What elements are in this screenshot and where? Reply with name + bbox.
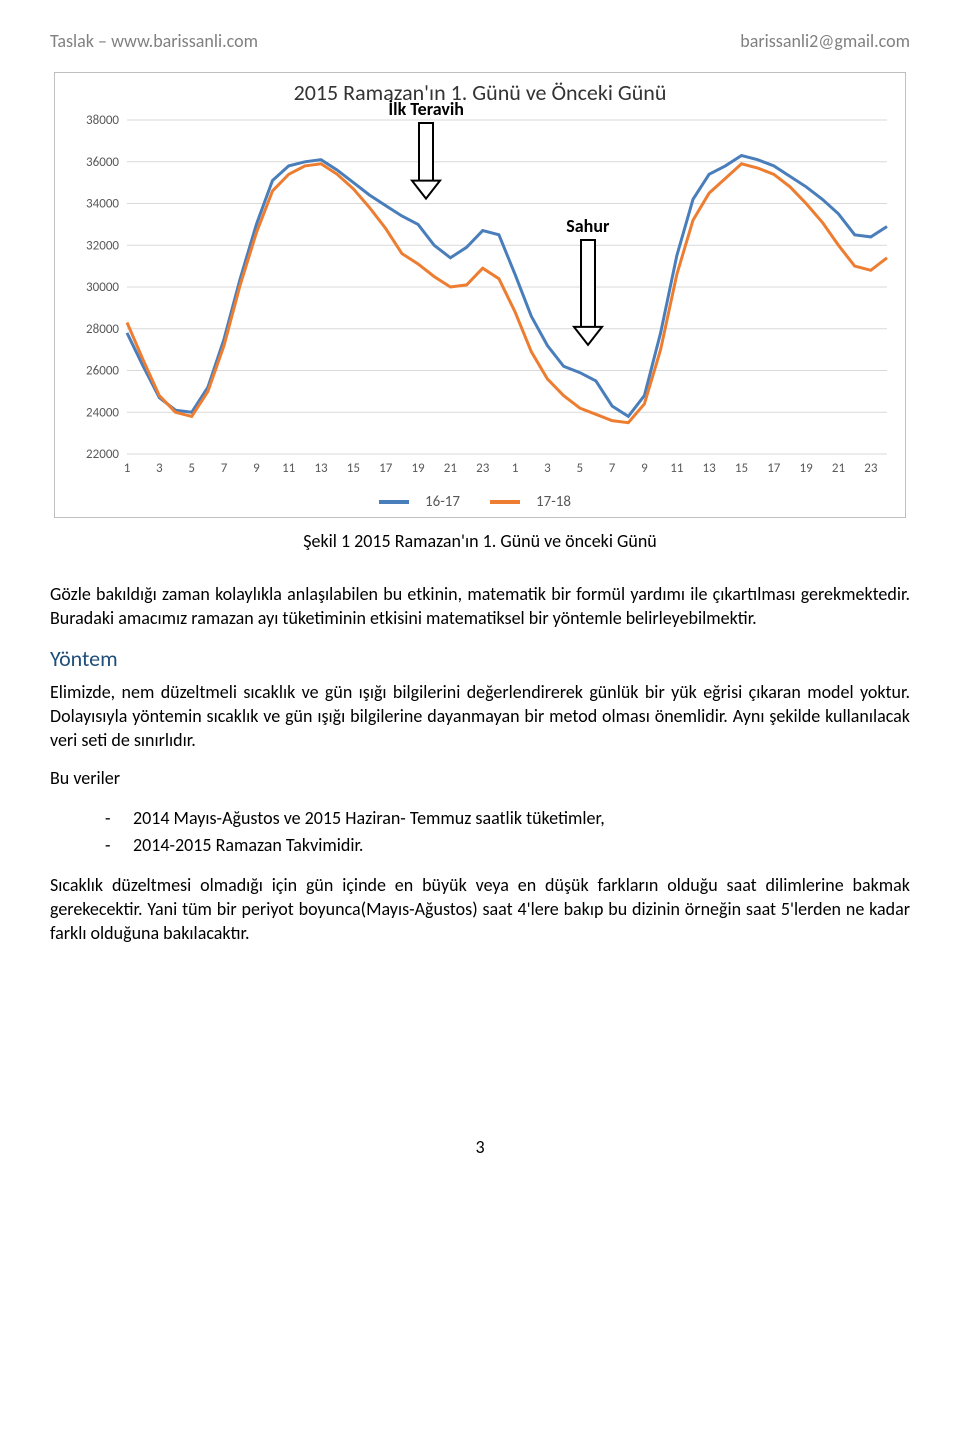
header-left: Taslak – www.barissanli.com xyxy=(50,30,258,52)
paragraph-approach: Sıcaklık düzeltmesi olmadığı için gün iç… xyxy=(50,873,910,946)
annotation-label: Sahur xyxy=(538,215,638,237)
legend-swatch xyxy=(379,500,409,504)
paragraph-method: Elimizde, nem düzeltmeli sıcaklık ve gün… xyxy=(50,680,910,753)
x-tick-label: 13 xyxy=(314,461,328,476)
list-item: 2014-2015 Ramazan Takvimidir. xyxy=(105,832,910,859)
legend-swatch xyxy=(490,500,520,504)
header-right: barissanli2@gmail.com xyxy=(740,30,910,52)
y-tick-label: 36000 xyxy=(86,155,119,170)
legend-label: 16-17 xyxy=(425,493,460,511)
annotation-label: İlk Teravih xyxy=(376,98,476,120)
x-tick-label: 9 xyxy=(641,461,648,476)
y-tick-label: 28000 xyxy=(86,322,119,337)
x-tick-label: 7 xyxy=(609,461,616,476)
chart-title: 2015 Ramazan'ın 1. Günü ve Önceki Günü xyxy=(61,79,899,106)
page-number: 3 xyxy=(50,1136,910,1158)
x-tick-label: 19 xyxy=(411,461,425,476)
doc-header: Taslak – www.barissanli.com barissanli2@… xyxy=(50,30,910,52)
x-tick-label: 23 xyxy=(476,461,490,476)
y-tick-label: 24000 xyxy=(86,405,119,420)
x-tick-label: 3 xyxy=(156,461,163,476)
line-chart: 22000 24000 26000 28000 30000 32000 34000 36000… xyxy=(61,112,899,487)
paragraph-data-intro: Bu veriler xyxy=(50,766,910,790)
legend-item: 16-17 xyxy=(379,493,470,511)
x-tick-label: 7 xyxy=(221,461,228,476)
x-tick-label: 23 xyxy=(864,461,878,476)
x-tick-label: 15 xyxy=(347,461,360,476)
y-tick-label: 22000 xyxy=(86,447,119,462)
body-text: Gözle bakıldığı zaman kolaylıkla anlaşıl… xyxy=(50,582,910,946)
chart-annotation: Sahur xyxy=(538,215,638,349)
list-item: 2014 Mayıs-Ağustos ve 2015 Haziran- Temm… xyxy=(105,805,910,832)
y-tick-label: 34000 xyxy=(86,197,119,212)
y-tick-label: 38000 xyxy=(86,113,119,128)
x-tick-label: 15 xyxy=(735,461,748,476)
x-tick-label: 13 xyxy=(703,461,717,476)
series-line xyxy=(127,164,887,423)
x-tick-label: 9 xyxy=(253,461,260,476)
y-tick-label: 26000 xyxy=(86,364,119,379)
legend-label: 17-18 xyxy=(536,493,571,511)
y-tick-label: 32000 xyxy=(86,238,119,253)
chart-legend: 16-17 17-18 xyxy=(61,491,899,511)
x-tick-label: 1 xyxy=(512,461,519,476)
x-tick-label: 21 xyxy=(832,461,845,476)
x-tick-label: 1 xyxy=(124,461,131,476)
arrow-down-icon xyxy=(406,121,446,203)
x-tick-label: 11 xyxy=(670,461,683,476)
x-tick-label: 5 xyxy=(188,461,195,476)
legend-item: 17-18 xyxy=(490,493,581,511)
x-tick-label: 17 xyxy=(379,461,393,476)
chart-svg: 22000 24000 26000 28000 30000 32000 34000 36000… xyxy=(61,112,899,482)
x-tick-label: 21 xyxy=(444,461,457,476)
y-tick-label: 30000 xyxy=(86,280,119,295)
figure-caption: Şekil 1 2015 Ramazan'ın 1. Günü ve öncek… xyxy=(50,530,910,552)
x-tick-label: 3 xyxy=(544,461,551,476)
arrow-down-icon xyxy=(568,238,608,349)
x-tick-label: 11 xyxy=(282,461,295,476)
paragraph-intro: Gözle bakıldığı zaman kolaylıkla anlaşıl… xyxy=(50,582,910,631)
chart-annotation: İlk Teravih xyxy=(376,98,476,203)
x-tick-label: 19 xyxy=(800,461,814,476)
x-tick-label: 5 xyxy=(576,461,583,476)
section-heading-method: Yöntem xyxy=(50,645,910,672)
data-list: 2014 Mayıs-Ağustos ve 2015 Haziran- Temm… xyxy=(50,805,910,859)
chart-container: 2015 Ramazan'ın 1. Günü ve Önceki Günü 2… xyxy=(54,72,906,518)
x-tick-label: 17 xyxy=(767,461,781,476)
